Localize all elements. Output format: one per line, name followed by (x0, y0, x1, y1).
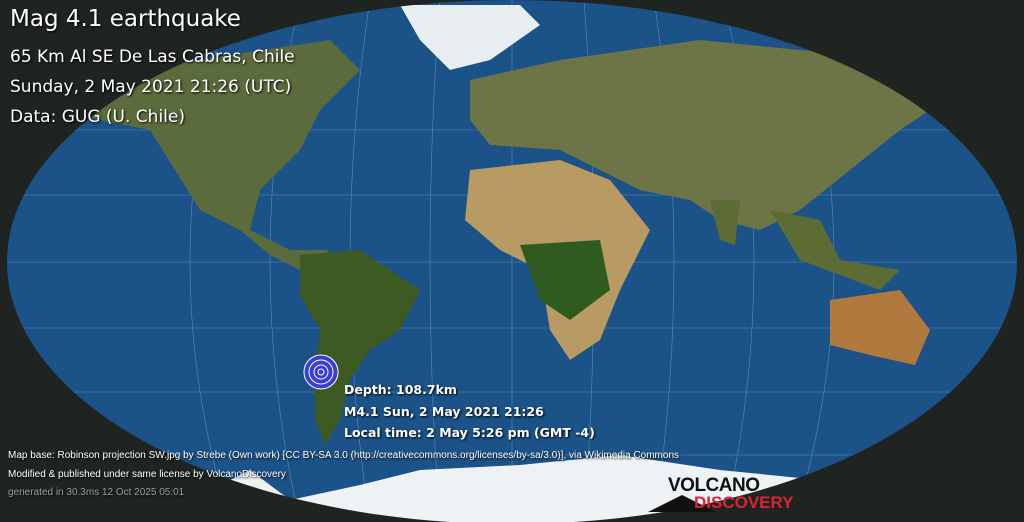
australia (830, 290, 930, 365)
logo-line1: VOLCANO (668, 475, 760, 496)
greenland (400, 5, 540, 70)
data-source-label: Data: GUG (U. Chile) (10, 107, 185, 127)
eurasia (470, 40, 960, 230)
volcanodiscovery-logo[interactable]: VOLCANO DISCOVERY (648, 475, 794, 515)
depth-label: Depth: 108.7km (344, 382, 457, 397)
datetime-label: Sunday, 2 May 2021 21:26 (UTC) (10, 77, 292, 97)
volcano-icon (648, 495, 716, 512)
location-label: 65 Km Al SE De Las Cabras, Chile (10, 47, 295, 67)
central-africa (520, 240, 610, 320)
south-america (300, 250, 420, 445)
map-credit: Map base: Robinson projection SW.jpg by … (8, 450, 680, 461)
license-credit: Modified & published under same license … (8, 469, 286, 480)
local-time-label: Local time: 2 May 5:26 pm (GMT -4) (344, 425, 595, 440)
generated-note: generated in 30.3ms 12 Oct 2025 05:01 (8, 487, 185, 498)
north-america (60, 40, 360, 270)
logo-line2: DISCOVERY (694, 493, 794, 512)
epicenter-marker-icon[interactable] (303, 354, 339, 390)
page-title: Mag 4.1 earthquake (10, 6, 241, 32)
south-asia (710, 200, 900, 290)
magnitude-time-label: M4.1 Sun, 2 May 2021 21:26 (344, 404, 544, 419)
